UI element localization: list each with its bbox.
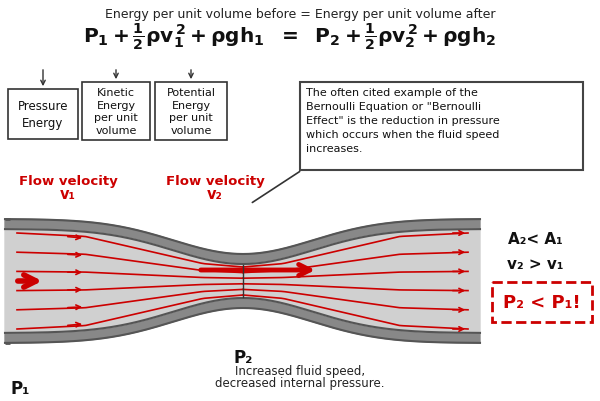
Text: Kinetic
Energy
per unit
volume: Kinetic Energy per unit volume <box>94 87 138 136</box>
Text: Energy per unit volume before = Energy per unit volume after: Energy per unit volume before = Energy p… <box>105 8 495 21</box>
Polygon shape <box>5 229 480 333</box>
Text: A₂< A₁: A₂< A₁ <box>508 232 562 247</box>
Polygon shape <box>5 220 480 264</box>
Text: Flow velocity: Flow velocity <box>19 174 118 188</box>
Bar <box>155 83 227 141</box>
Text: Flow velocity: Flow velocity <box>166 174 265 188</box>
Text: P₂ < P₁!: P₂ < P₁! <box>503 293 581 311</box>
Text: $\mathbf{P_1 + \frac{1}{2}\rho v_1^{\,2} + \rho g h_1\ \ =\ \ P_2 + \frac{1}{2}\: $\mathbf{P_1 + \frac{1}{2}\rho v_1^{\,2}… <box>83 22 497 52</box>
Text: P₂: P₂ <box>233 348 253 366</box>
Text: Pressure
Energy: Pressure Energy <box>18 100 68 130</box>
Text: decreased internal pressure.: decreased internal pressure. <box>215 376 385 389</box>
Text: P₁: P₁ <box>10 379 29 397</box>
Bar <box>492 282 592 322</box>
Text: v₂: v₂ <box>207 186 223 201</box>
Bar <box>8 90 78 140</box>
Text: Increased fluid speed,: Increased fluid speed, <box>235 364 365 377</box>
Bar <box>300 83 583 170</box>
Polygon shape <box>5 298 480 343</box>
Text: v₁: v₁ <box>60 186 76 201</box>
Text: The often cited example of the
Bernoulli Equation or "Bernoulli
Effect" is the r: The often cited example of the Bernoulli… <box>306 88 500 154</box>
Text: v₂ > v₁: v₂ > v₁ <box>507 257 563 272</box>
Text: Potential
Energy
per unit
volume: Potential Energy per unit volume <box>167 87 215 136</box>
Bar <box>82 83 150 141</box>
